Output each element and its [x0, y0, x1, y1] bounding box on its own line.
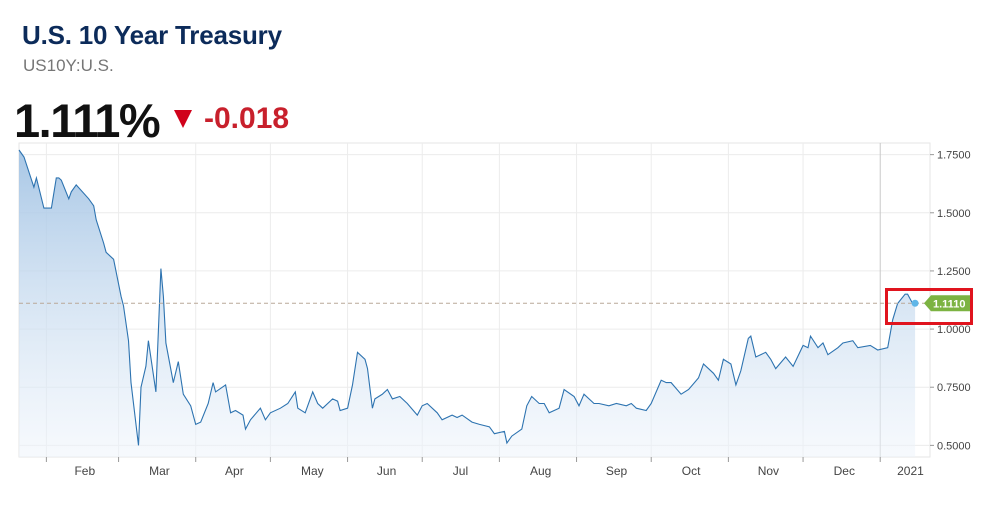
- current-value-label: 1.1110: [933, 298, 965, 310]
- x-tick-label: Mar: [149, 464, 170, 478]
- current-value-marker: [911, 299, 919, 307]
- y-tick-label: 1.7500: [937, 150, 971, 162]
- ticker-symbol: US10Y:U.S.: [23, 56, 114, 75]
- area-fill: [19, 150, 916, 457]
- highlight-box: [885, 288, 973, 325]
- current-yield: 1.111%: [14, 94, 161, 147]
- y-tick-label: 1.2500: [937, 266, 971, 278]
- down-arrow-icon: [174, 110, 192, 128]
- x-tick-label: Dec: [834, 464, 855, 478]
- y-tick-label: 1.5000: [937, 208, 971, 220]
- y-tick-label: 0.5000: [937, 440, 971, 452]
- x-tick-label: Jul: [453, 464, 468, 478]
- yield-change: -0.018: [204, 102, 290, 135]
- current-value-tag: [924, 295, 970, 312]
- y-tick-label: 0.7500: [937, 382, 971, 394]
- x-tick-label: 2021: [897, 464, 924, 478]
- x-tick-label: May: [301, 464, 324, 478]
- yield-chart[interactable]: 1.7500 1.5000 1.2500 1.0000 0.7500 0.5000 Feb M…: [0, 140, 996, 490]
- axis-ticks: 1.7500 1.5000 1.2500 1.0000 0.7500 0.5000 Feb M…: [45, 150, 971, 478]
- x-tick-label: Oct: [682, 464, 701, 478]
- y-tick-label: 1.0000: [937, 324, 971, 336]
- x-tick-label: Feb: [74, 464, 95, 478]
- x-tick-label: Aug: [530, 464, 551, 478]
- x-tick-label: Nov: [758, 464, 779, 478]
- page-title: U.S. 10 Year Treasury: [22, 20, 282, 50]
- x-tick-label: Jun: [377, 464, 396, 478]
- x-tick-label: Sep: [606, 464, 628, 478]
- series-line: [18, 149, 916, 446]
- x-tick-label: Apr: [225, 464, 244, 478]
